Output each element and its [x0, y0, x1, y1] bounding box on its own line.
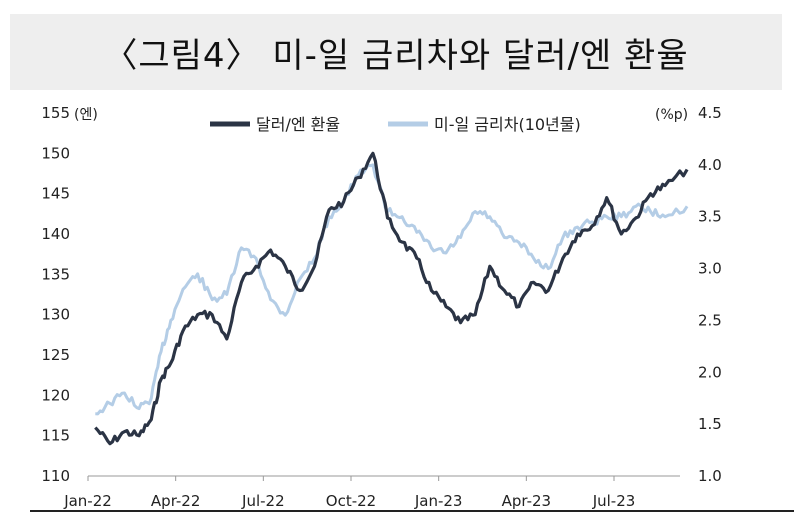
y-left-tick-label: 155 [41, 104, 70, 122]
title-bar: 〈그림4〉 미-일 금리차와 달러/엔 환율 [10, 14, 782, 90]
y-right-tick-label: 2.0 [698, 363, 722, 381]
x-tick-label: Jan-22 [63, 492, 112, 510]
x-tick-label: Apr-22 [151, 492, 201, 510]
y-left-tick-label: 135 [41, 265, 70, 283]
y-right-tick-label: 3.0 [698, 260, 722, 278]
y-left-tick-label: 150 [41, 144, 70, 162]
y-right-tick-label: 1.5 [698, 415, 722, 433]
legend-label: 달러/엔 환율 [256, 115, 340, 134]
y-left-tick-label: 130 [41, 306, 70, 324]
y-left-tick-label: 145 [41, 185, 70, 203]
legend-label: 미-일 금리차(10년물) [434, 115, 581, 134]
y-right-unit: (%p) [655, 107, 688, 123]
x-tick-label: Jan-23 [414, 492, 463, 510]
y-left-tick-label: 125 [41, 346, 70, 364]
x-tick-label: Oct-22 [326, 492, 376, 510]
series-line-usdjpy [94, 151, 689, 446]
series-line-spread [95, 163, 689, 416]
y-left-tick-label: 115 [41, 427, 70, 445]
y-left-tick-label: 140 [41, 225, 70, 243]
y-left-tick-label: 120 [41, 386, 70, 404]
chart-title: 〈그림4〉 미-일 금리차와 달러/엔 환율 [103, 35, 689, 76]
y-right-tick-label: 4.5 [698, 104, 722, 122]
y-right-tick-label: 1.0 [698, 467, 722, 485]
x-tick-label: Jul-23 [592, 492, 636, 510]
bottom-rule [30, 510, 794, 512]
x-tick-label: Jul-22 [241, 492, 285, 510]
y-right-tick-label: 2.5 [698, 311, 722, 329]
y-left-tick-label: 110 [41, 467, 70, 485]
y-right-tick-label: 3.5 [698, 208, 722, 226]
x-tick-label: Apr-23 [502, 492, 552, 510]
y-right-tick-label: 4.0 [698, 156, 722, 174]
y-left-unit: (엔) [74, 107, 98, 123]
